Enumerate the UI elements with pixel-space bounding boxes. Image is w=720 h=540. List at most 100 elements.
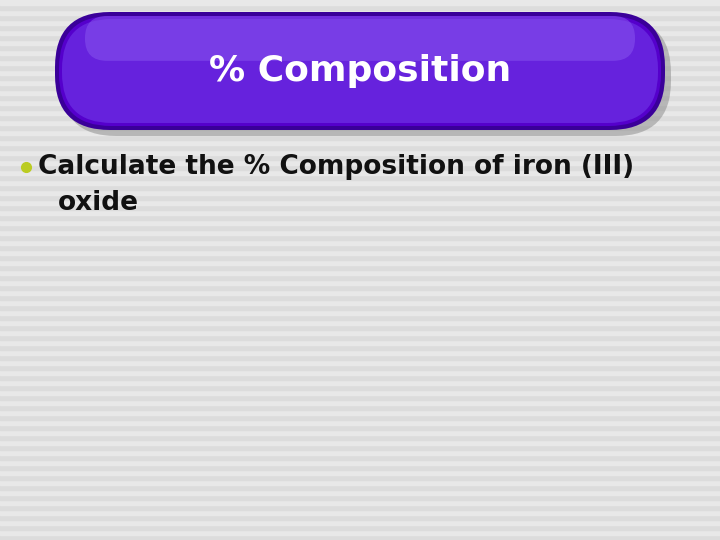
- Bar: [0, 50, 720, 55]
- Bar: [0, 435, 720, 440]
- Bar: [0, 215, 720, 220]
- Bar: [0, 170, 720, 175]
- Bar: [0, 65, 720, 70]
- Bar: [0, 160, 720, 165]
- Bar: [0, 230, 720, 235]
- Bar: [0, 140, 720, 145]
- Bar: [0, 530, 720, 535]
- Bar: [0, 525, 720, 530]
- Bar: [0, 200, 720, 205]
- Bar: [0, 500, 720, 505]
- Bar: [0, 405, 720, 410]
- Bar: [0, 320, 720, 325]
- Bar: [0, 90, 720, 95]
- Bar: [0, 505, 720, 510]
- Bar: [0, 340, 720, 345]
- Bar: [0, 155, 720, 160]
- Bar: [0, 135, 720, 140]
- Bar: [0, 210, 720, 215]
- Bar: [0, 385, 720, 390]
- Bar: [0, 175, 720, 180]
- FancyBboxPatch shape: [61, 18, 671, 136]
- Text: oxide: oxide: [58, 190, 139, 216]
- Bar: [0, 400, 720, 405]
- Bar: [0, 165, 720, 170]
- Bar: [0, 345, 720, 350]
- Bar: [0, 150, 720, 155]
- Bar: [0, 45, 720, 50]
- Bar: [0, 25, 720, 30]
- Bar: [0, 70, 720, 75]
- Bar: [0, 55, 720, 60]
- FancyBboxPatch shape: [85, 16, 635, 61]
- Bar: [0, 60, 720, 65]
- Bar: [0, 250, 720, 255]
- Bar: [0, 390, 720, 395]
- Bar: [0, 115, 720, 120]
- Bar: [0, 260, 720, 265]
- Text: Calculate the % Composition of iron (III): Calculate the % Composition of iron (III…: [38, 154, 634, 180]
- Bar: [0, 205, 720, 210]
- Bar: [0, 370, 720, 375]
- Bar: [0, 300, 720, 305]
- Bar: [0, 110, 720, 115]
- Bar: [0, 330, 720, 335]
- Bar: [0, 220, 720, 225]
- Bar: [0, 335, 720, 340]
- Bar: [0, 325, 720, 330]
- Bar: [0, 480, 720, 485]
- Bar: [0, 30, 720, 35]
- Bar: [0, 360, 720, 365]
- Bar: [0, 145, 720, 150]
- Bar: [0, 245, 720, 250]
- Bar: [0, 95, 720, 100]
- Bar: [0, 235, 720, 240]
- Bar: [0, 195, 720, 200]
- Bar: [0, 375, 720, 380]
- Bar: [0, 380, 720, 385]
- Bar: [0, 475, 720, 480]
- Bar: [0, 35, 720, 40]
- Bar: [0, 295, 720, 300]
- Bar: [0, 285, 720, 290]
- Bar: [0, 535, 720, 540]
- Bar: [0, 5, 720, 10]
- Bar: [0, 80, 720, 85]
- Bar: [0, 445, 720, 450]
- Bar: [0, 455, 720, 460]
- Bar: [0, 290, 720, 295]
- FancyBboxPatch shape: [55, 12, 665, 130]
- Bar: [0, 265, 720, 270]
- Bar: [0, 275, 720, 280]
- Bar: [0, 310, 720, 315]
- Bar: [0, 350, 720, 355]
- Bar: [0, 465, 720, 470]
- Bar: [0, 440, 720, 445]
- Bar: [0, 225, 720, 230]
- Bar: [0, 520, 720, 525]
- Bar: [0, 355, 720, 360]
- Bar: [0, 10, 720, 15]
- Bar: [0, 15, 720, 20]
- Bar: [0, 495, 720, 500]
- Bar: [0, 490, 720, 495]
- Bar: [0, 365, 720, 370]
- Bar: [0, 415, 720, 420]
- Bar: [0, 510, 720, 515]
- Bar: [0, 105, 720, 110]
- Bar: [0, 425, 720, 430]
- Bar: [0, 395, 720, 400]
- Bar: [0, 315, 720, 320]
- Bar: [0, 190, 720, 195]
- Bar: [0, 485, 720, 490]
- Bar: [0, 180, 720, 185]
- Bar: [0, 100, 720, 105]
- Bar: [0, 280, 720, 285]
- Bar: [0, 240, 720, 245]
- Bar: [0, 85, 720, 90]
- Bar: [0, 305, 720, 310]
- Bar: [0, 270, 720, 275]
- Bar: [0, 410, 720, 415]
- Text: % Composition: % Composition: [209, 54, 511, 88]
- Bar: [0, 185, 720, 190]
